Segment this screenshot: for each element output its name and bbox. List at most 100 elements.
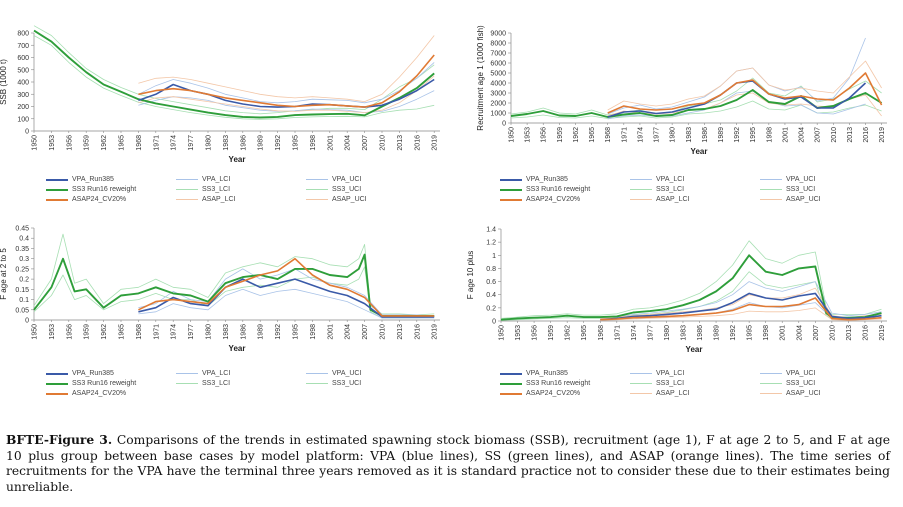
legend-item: VPA_LCI — [630, 176, 750, 183]
series-line-ss3 — [33, 253, 435, 317]
legend-label: SS3_UCI — [786, 186, 816, 193]
x-tick-label: 2004 — [796, 325, 803, 341]
legend-swatch — [306, 189, 328, 190]
x-tick-label: 1995 — [293, 324, 300, 340]
y-tick-label: 0.35 — [15, 246, 29, 253]
legend-item: VPA_LCI — [630, 370, 750, 377]
x-tick-label: 2001 — [780, 325, 787, 341]
legend-label: ASAP_LCI — [656, 196, 690, 203]
y-axis-title: SSB (1000 t) — [0, 59, 8, 105]
x-tick-label: 1989 — [718, 127, 725, 143]
legend-label: VPA_Run385 — [72, 176, 114, 183]
legend-swatch — [630, 179, 652, 180]
x-tick-label: 1950 — [509, 127, 516, 143]
legend-swatch — [760, 373, 782, 374]
legend-item: ASAP24_CV20% — [500, 196, 620, 203]
x-tick-label: 2016 — [414, 135, 421, 151]
x-tick-label: 2010 — [380, 324, 387, 340]
ssb-chart-panel: 0 100 200 300 400 500 600 700 800 1950 1953 1956 195… — [0, 25, 450, 168]
legend-item: VPA_Run385 — [46, 370, 166, 377]
y-tick-label: 8000 — [490, 41, 506, 48]
legend-label: SS3_LCI — [656, 380, 685, 387]
y-tick-label: 0 — [25, 318, 29, 325]
y-tick-label: 0.4 — [19, 236, 29, 243]
legend-swatch — [500, 382, 522, 385]
x-tick-label: 1983 — [223, 324, 230, 340]
legend-item: ASAP_UCI — [760, 390, 880, 397]
x-tick-label: 2019 — [432, 324, 439, 340]
x-tick-label: 1983 — [223, 135, 230, 151]
legend-swatch — [500, 372, 522, 375]
x-tick-label: 1974 — [171, 135, 178, 151]
legend-label: SS3 Run16 reweight — [526, 380, 591, 387]
legend-swatch — [176, 383, 198, 384]
x-tick-label: 1956 — [66, 135, 73, 151]
legend-item: SS3_UCI — [306, 380, 426, 387]
x-tick-label: 1965 — [119, 324, 126, 340]
x-tick-label: 2016 — [862, 325, 869, 341]
legend-item: SS3_LCI — [176, 186, 296, 193]
series-line-ss3_lci — [500, 271, 882, 321]
x-axis-title: Year — [686, 345, 703, 354]
legend-label: VPA_LCI — [202, 176, 231, 183]
legend-swatch — [46, 178, 68, 181]
y-tick-label: 0.15 — [15, 287, 29, 294]
x-tick-label: 2004 — [345, 324, 352, 340]
legend-item: VPA_Run385 — [500, 370, 620, 377]
legend-label: ASAP_UCI — [332, 196, 367, 203]
y-tick-label: 1.4 — [486, 227, 496, 234]
y-tick-label: 4000 — [490, 81, 506, 88]
x-tick-label: 1989 — [258, 324, 265, 340]
x-tick-label: 1977 — [188, 135, 195, 151]
caption-text: Comparisons of the trends in estimated s… — [6, 433, 890, 494]
y-tick-label: 700 — [17, 43, 29, 50]
y-tick-label: 200 — [17, 104, 29, 111]
series-line-vpa_lci — [138, 288, 435, 319]
legend-swatch — [306, 179, 328, 180]
y-tick-label: 0.25 — [15, 266, 29, 273]
x-tick-label: 2016 — [414, 324, 421, 340]
legend-swatch — [760, 179, 782, 180]
series-line-ss3 — [500, 254, 882, 321]
x-tick-label: 1986 — [702, 127, 709, 143]
x-tick-label: 2004 — [799, 127, 806, 143]
legend-label: SS3_UCI — [786, 380, 816, 387]
y-tick-label: 500 — [17, 67, 29, 74]
x-axis-title: Year — [229, 155, 246, 164]
y-tick-label: 0.4 — [486, 292, 496, 299]
y-tick-label: 0 — [25, 129, 29, 136]
legend-swatch — [630, 189, 652, 190]
legend-label: SS3 Run16 reweight — [72, 186, 137, 193]
x-tick-label: 1983 — [686, 127, 693, 143]
x-tick-label: 2004 — [345, 135, 352, 151]
y-tick-label: 6000 — [490, 61, 506, 68]
x-tick-label: 1953 — [525, 127, 532, 143]
x-tick-label: 2001 — [782, 127, 789, 143]
x-tick-label: 1986 — [240, 135, 247, 151]
legend-swatch — [760, 199, 782, 200]
x-tick-label: 1998 — [310, 135, 317, 151]
legend-swatch — [46, 392, 68, 395]
y-tick-label: 9000 — [490, 31, 506, 38]
legend-item: ASAP_LCI — [630, 196, 750, 203]
legend-swatch — [500, 198, 522, 201]
series-line-vpa_uci — [607, 37, 866, 115]
y-tick-label: 7000 — [490, 51, 506, 58]
f-age-10-plus-chart-panel: 0 0.2 0.4 0.6 0.8 1 1.2 1.4 1950 1953 1956 1959 1962… — [455, 224, 895, 364]
y-tick-label: 0.05 — [15, 307, 29, 314]
legend-swatch — [176, 199, 198, 200]
series-line-asap_uci — [138, 35, 435, 102]
series-line-asap — [600, 297, 882, 321]
series-line-vpa — [138, 278, 435, 318]
y-tick-label: 1 — [492, 253, 496, 260]
y-tick-label: 5000 — [490, 71, 506, 78]
x-tick-label: 1977 — [188, 324, 195, 340]
x-tick-label: 1965 — [119, 135, 126, 151]
series-line-asap — [607, 72, 883, 114]
legend-swatch — [46, 188, 68, 191]
series-line-asap_lci — [138, 75, 435, 113]
legend-item: ASAP_LCI — [630, 390, 750, 397]
x-tick-label: 1992 — [734, 127, 741, 143]
x-tick-label: 1950 — [32, 324, 39, 340]
legend-label: SS3_LCI — [202, 186, 231, 193]
